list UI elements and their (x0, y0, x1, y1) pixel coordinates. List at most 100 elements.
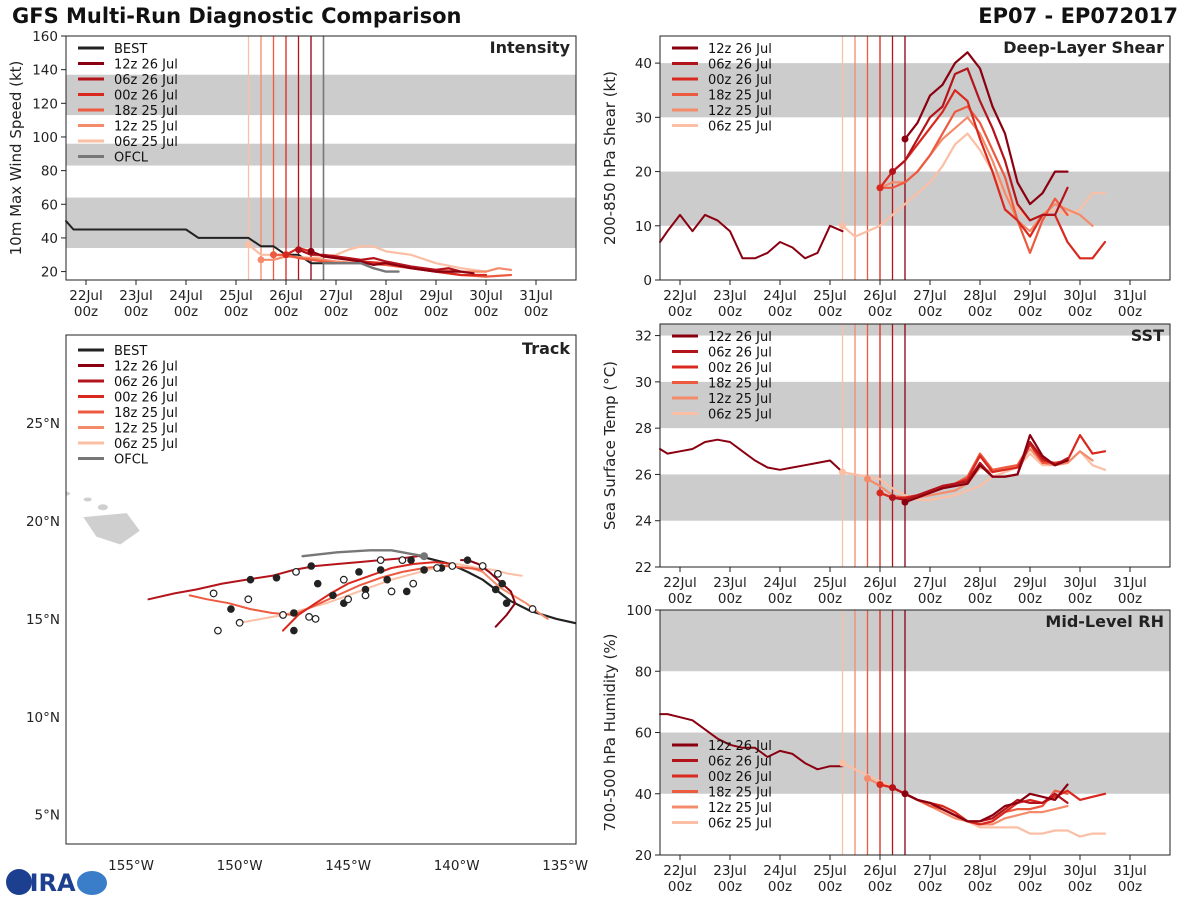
track-point-filled (502, 599, 511, 608)
legend-label: 06z 25 Jul (708, 408, 772, 423)
x-tick-label: 25Jul (813, 575, 846, 591)
x-tick-label: 26Jul (269, 288, 302, 304)
x-tick-label: 00z (818, 304, 842, 320)
y-tick-label: 60 (635, 726, 652, 742)
x-tick-label: 00z (1018, 591, 1042, 607)
lon-tick-label: 140°W (434, 858, 480, 874)
y-tick-label: 80 (41, 164, 58, 180)
x-tick-label: 29Jul (419, 288, 452, 304)
track-point-filled (491, 585, 500, 594)
x-tick-label: 00z (1118, 591, 1142, 607)
series-line-run (878, 105, 1069, 254)
series-start-marker (257, 256, 265, 264)
y-axis-label: 700-500 hPa Humidity (%) (601, 633, 619, 831)
series-line-run (891, 67, 1069, 222)
x-tick-label: 24Jul (763, 288, 796, 304)
x-tick-label: 00z (918, 591, 942, 607)
intensity-chart: 2040608010012014016022Jul00z23Jul00z24Ju… (7, 29, 577, 320)
series-start-marker (901, 498, 909, 506)
series-start-marker (876, 184, 884, 192)
legend-label: 12z 26 Jul (708, 330, 772, 345)
x-tick-label: 22Jul (663, 288, 696, 304)
x-tick-label: 31Jul (519, 288, 552, 304)
track-point-filled (355, 568, 363, 576)
x-tick-label: 00z (768, 591, 792, 607)
x-tick-label: 00z (174, 304, 198, 320)
x-tick-label: 00z (224, 304, 248, 320)
x-tick-label: 00z (918, 304, 942, 320)
shaded-band (66, 143, 576, 166)
x-tick-label: 00z (818, 879, 842, 895)
x-tick-label: 22Jul (663, 863, 696, 879)
y-tick-label: 20 (635, 848, 652, 864)
lat-tick-label: 25°N (26, 416, 60, 432)
series-line-run (903, 51, 1069, 206)
storm-id: EP07 - EP072017 (978, 4, 1178, 28)
track-point-hollow (478, 562, 487, 570)
x-tick-label: 00z (718, 304, 742, 320)
track-point-hollow (339, 575, 348, 584)
x-tick-label: 00z (968, 591, 992, 607)
legend-label: 00z 26 Jul (708, 361, 772, 376)
island-shape (83, 497, 92, 502)
legend-label: 12z 26 Jul (114, 360, 178, 375)
y-tick-label: 30 (635, 375, 652, 391)
plot-frame (659, 323, 1171, 568)
y-tick-label: 30 (635, 110, 652, 126)
legend-label: 12z 26 Jul (114, 58, 178, 73)
legend-label: 12z 25 Jul (708, 104, 772, 119)
legend-label: OFCL (114, 453, 149, 468)
series-start-marker (839, 759, 846, 767)
y-axis-label: 10m Max Wind Speed (kt) (7, 61, 25, 256)
x-tick-label: 31Jul (1113, 575, 1146, 591)
y-tick-label: 26 (635, 467, 652, 483)
shaded-band (660, 732, 1170, 794)
legend-label: BEST (114, 344, 147, 359)
x-tick-label: 00z (1118, 304, 1142, 320)
track-point-filled (407, 556, 415, 564)
x-tick-label: 23Jul (713, 288, 746, 304)
track-map: 25°N 20°N 15°N 10°N 5°N 155°W 150°W 145°W 140°W 1… (26, 334, 588, 874)
x-tick-label: 00z (424, 304, 448, 320)
track-point-filled (313, 579, 322, 588)
track-point-filled (498, 579, 507, 588)
x-tick-label: 00z (1118, 879, 1142, 895)
track-line-run (460, 559, 517, 628)
shaded-band (660, 171, 1170, 226)
track-point-hollow (305, 613, 313, 621)
x-tick-label: 27Jul (913, 575, 946, 591)
x-tick-label: 22Jul (663, 575, 696, 591)
lon-tick-label: 135°W (542, 858, 588, 874)
x-tick-label: 30Jul (1063, 288, 1096, 304)
track-point-filled (246, 575, 255, 584)
plot-frame (659, 35, 1171, 281)
x-tick-label: 00z (868, 591, 892, 607)
track-point-hollow (244, 595, 253, 604)
series-line-ofcl (322, 261, 400, 273)
series-start-marker (864, 774, 871, 782)
track-point-filled (376, 566, 385, 574)
series-start-marker (839, 468, 846, 476)
track-point-hollow (376, 556, 385, 565)
legend-label: 18z 25 Jul (708, 786, 772, 801)
track-point-hollow (311, 614, 320, 623)
lon-tick-label: 150°W (217, 858, 263, 874)
logo-swirl-icon (77, 871, 107, 895)
island-shape (97, 504, 108, 511)
x-tick-label: 00z (1068, 591, 1092, 607)
legend-label: 06z 26 Jul (708, 58, 772, 73)
track-line-run (147, 555, 419, 601)
track-point-hollow (433, 564, 442, 572)
y-tick-label: 160 (32, 29, 58, 45)
legend-label: 06z 26 Jul (114, 73, 178, 88)
series-start-marker (901, 790, 909, 798)
series-start-marker (270, 251, 277, 259)
y-tick-label: 28 (635, 421, 652, 437)
x-tick-label: 00z (668, 879, 692, 895)
legend-label: 12z 26 Jul (708, 739, 772, 754)
track-point-filled (383, 575, 391, 584)
lat-tick-label: 10°N (26, 710, 60, 726)
legend-label: 18z 25 Jul (114, 406, 178, 421)
map-frame (65, 334, 577, 845)
x-tick-label: 29Jul (1013, 288, 1046, 304)
